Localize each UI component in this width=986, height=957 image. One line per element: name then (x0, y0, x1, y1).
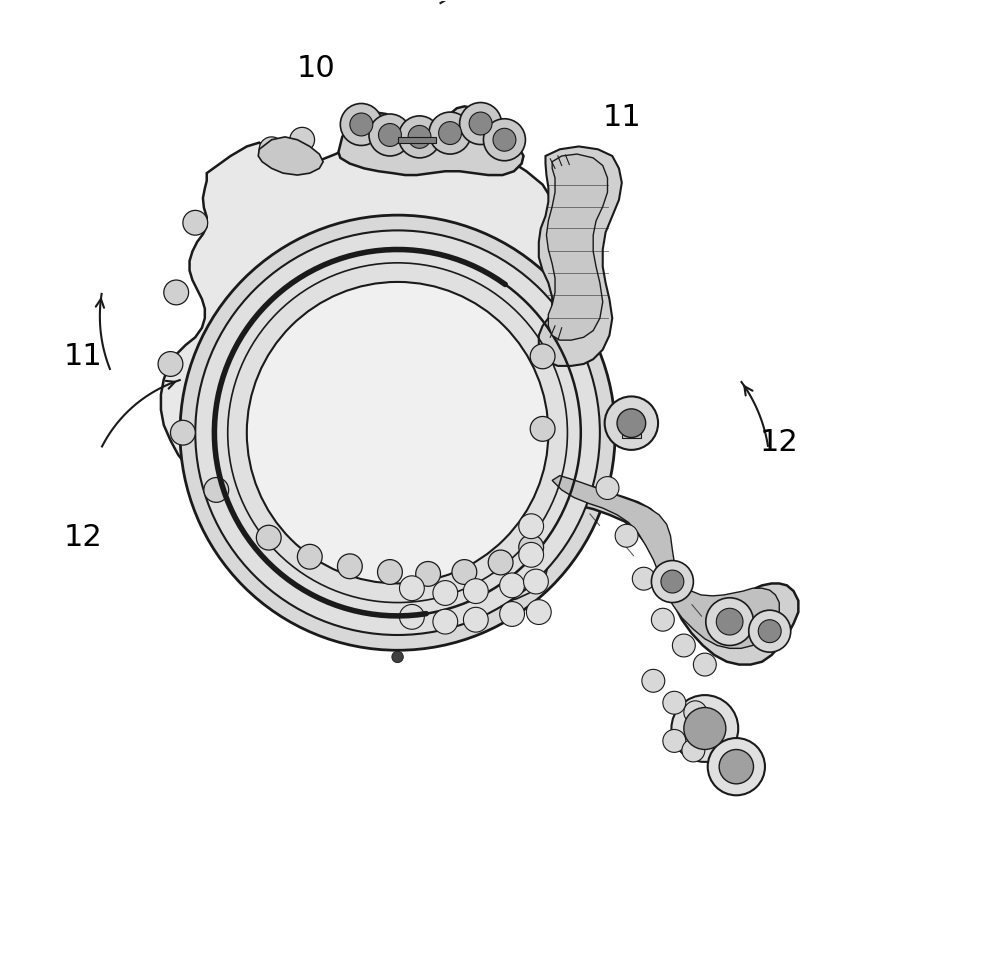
Circle shape (399, 576, 424, 601)
Polygon shape (161, 137, 560, 557)
Circle shape (180, 215, 615, 650)
Circle shape (604, 396, 658, 450)
Circle shape (469, 112, 492, 135)
Circle shape (378, 560, 402, 585)
Circle shape (164, 280, 188, 305)
Circle shape (463, 579, 488, 604)
Circle shape (758, 620, 781, 643)
Circle shape (488, 550, 513, 575)
Circle shape (256, 525, 281, 550)
Circle shape (652, 609, 674, 632)
Text: 10: 10 (297, 54, 336, 82)
Circle shape (519, 514, 543, 539)
Circle shape (706, 598, 753, 645)
Text: 12: 12 (63, 523, 103, 552)
Circle shape (195, 231, 599, 635)
Circle shape (642, 669, 665, 692)
Polygon shape (338, 106, 524, 175)
Polygon shape (335, 471, 548, 605)
Polygon shape (397, 137, 436, 143)
Circle shape (433, 581, 458, 606)
Circle shape (452, 560, 477, 585)
Circle shape (290, 127, 315, 152)
Circle shape (632, 568, 656, 590)
Circle shape (719, 749, 753, 784)
Circle shape (483, 119, 526, 161)
Circle shape (671, 695, 739, 762)
Circle shape (524, 569, 548, 594)
Circle shape (182, 211, 208, 235)
Circle shape (439, 122, 461, 145)
Circle shape (708, 738, 765, 795)
Circle shape (661, 570, 684, 593)
Polygon shape (538, 146, 622, 366)
Circle shape (672, 634, 695, 657)
Circle shape (652, 561, 693, 603)
Polygon shape (546, 154, 607, 340)
Circle shape (519, 535, 543, 560)
Circle shape (204, 478, 229, 502)
Circle shape (716, 609, 743, 635)
Circle shape (369, 114, 411, 156)
Text: 11: 11 (602, 103, 641, 132)
Circle shape (298, 545, 322, 569)
Circle shape (617, 409, 646, 437)
Circle shape (171, 420, 195, 445)
Circle shape (684, 701, 707, 723)
Circle shape (493, 128, 516, 151)
Circle shape (615, 524, 638, 547)
Circle shape (350, 113, 373, 136)
Circle shape (340, 103, 383, 145)
Circle shape (527, 600, 551, 625)
Circle shape (379, 123, 401, 146)
Circle shape (530, 344, 555, 368)
Circle shape (459, 102, 502, 145)
Circle shape (399, 605, 424, 630)
Circle shape (693, 653, 716, 676)
Circle shape (519, 543, 543, 568)
Circle shape (597, 477, 619, 500)
Polygon shape (552, 476, 779, 648)
Polygon shape (258, 137, 323, 175)
Circle shape (684, 707, 726, 749)
Circle shape (433, 610, 458, 634)
Circle shape (158, 351, 182, 376)
Circle shape (416, 562, 441, 587)
Polygon shape (538, 471, 799, 664)
Circle shape (748, 611, 791, 652)
Circle shape (429, 112, 471, 154)
Polygon shape (622, 433, 641, 438)
Circle shape (337, 554, 362, 579)
Text: 11: 11 (63, 342, 103, 371)
Circle shape (682, 739, 705, 762)
Circle shape (408, 125, 431, 148)
Circle shape (463, 608, 488, 633)
Circle shape (530, 416, 555, 441)
Circle shape (246, 282, 548, 584)
Circle shape (500, 573, 525, 598)
Circle shape (663, 729, 685, 752)
Circle shape (663, 691, 685, 714)
Circle shape (500, 602, 525, 627)
Circle shape (398, 116, 441, 158)
Text: 12: 12 (760, 428, 799, 456)
Circle shape (391, 651, 403, 662)
Circle shape (259, 137, 284, 162)
